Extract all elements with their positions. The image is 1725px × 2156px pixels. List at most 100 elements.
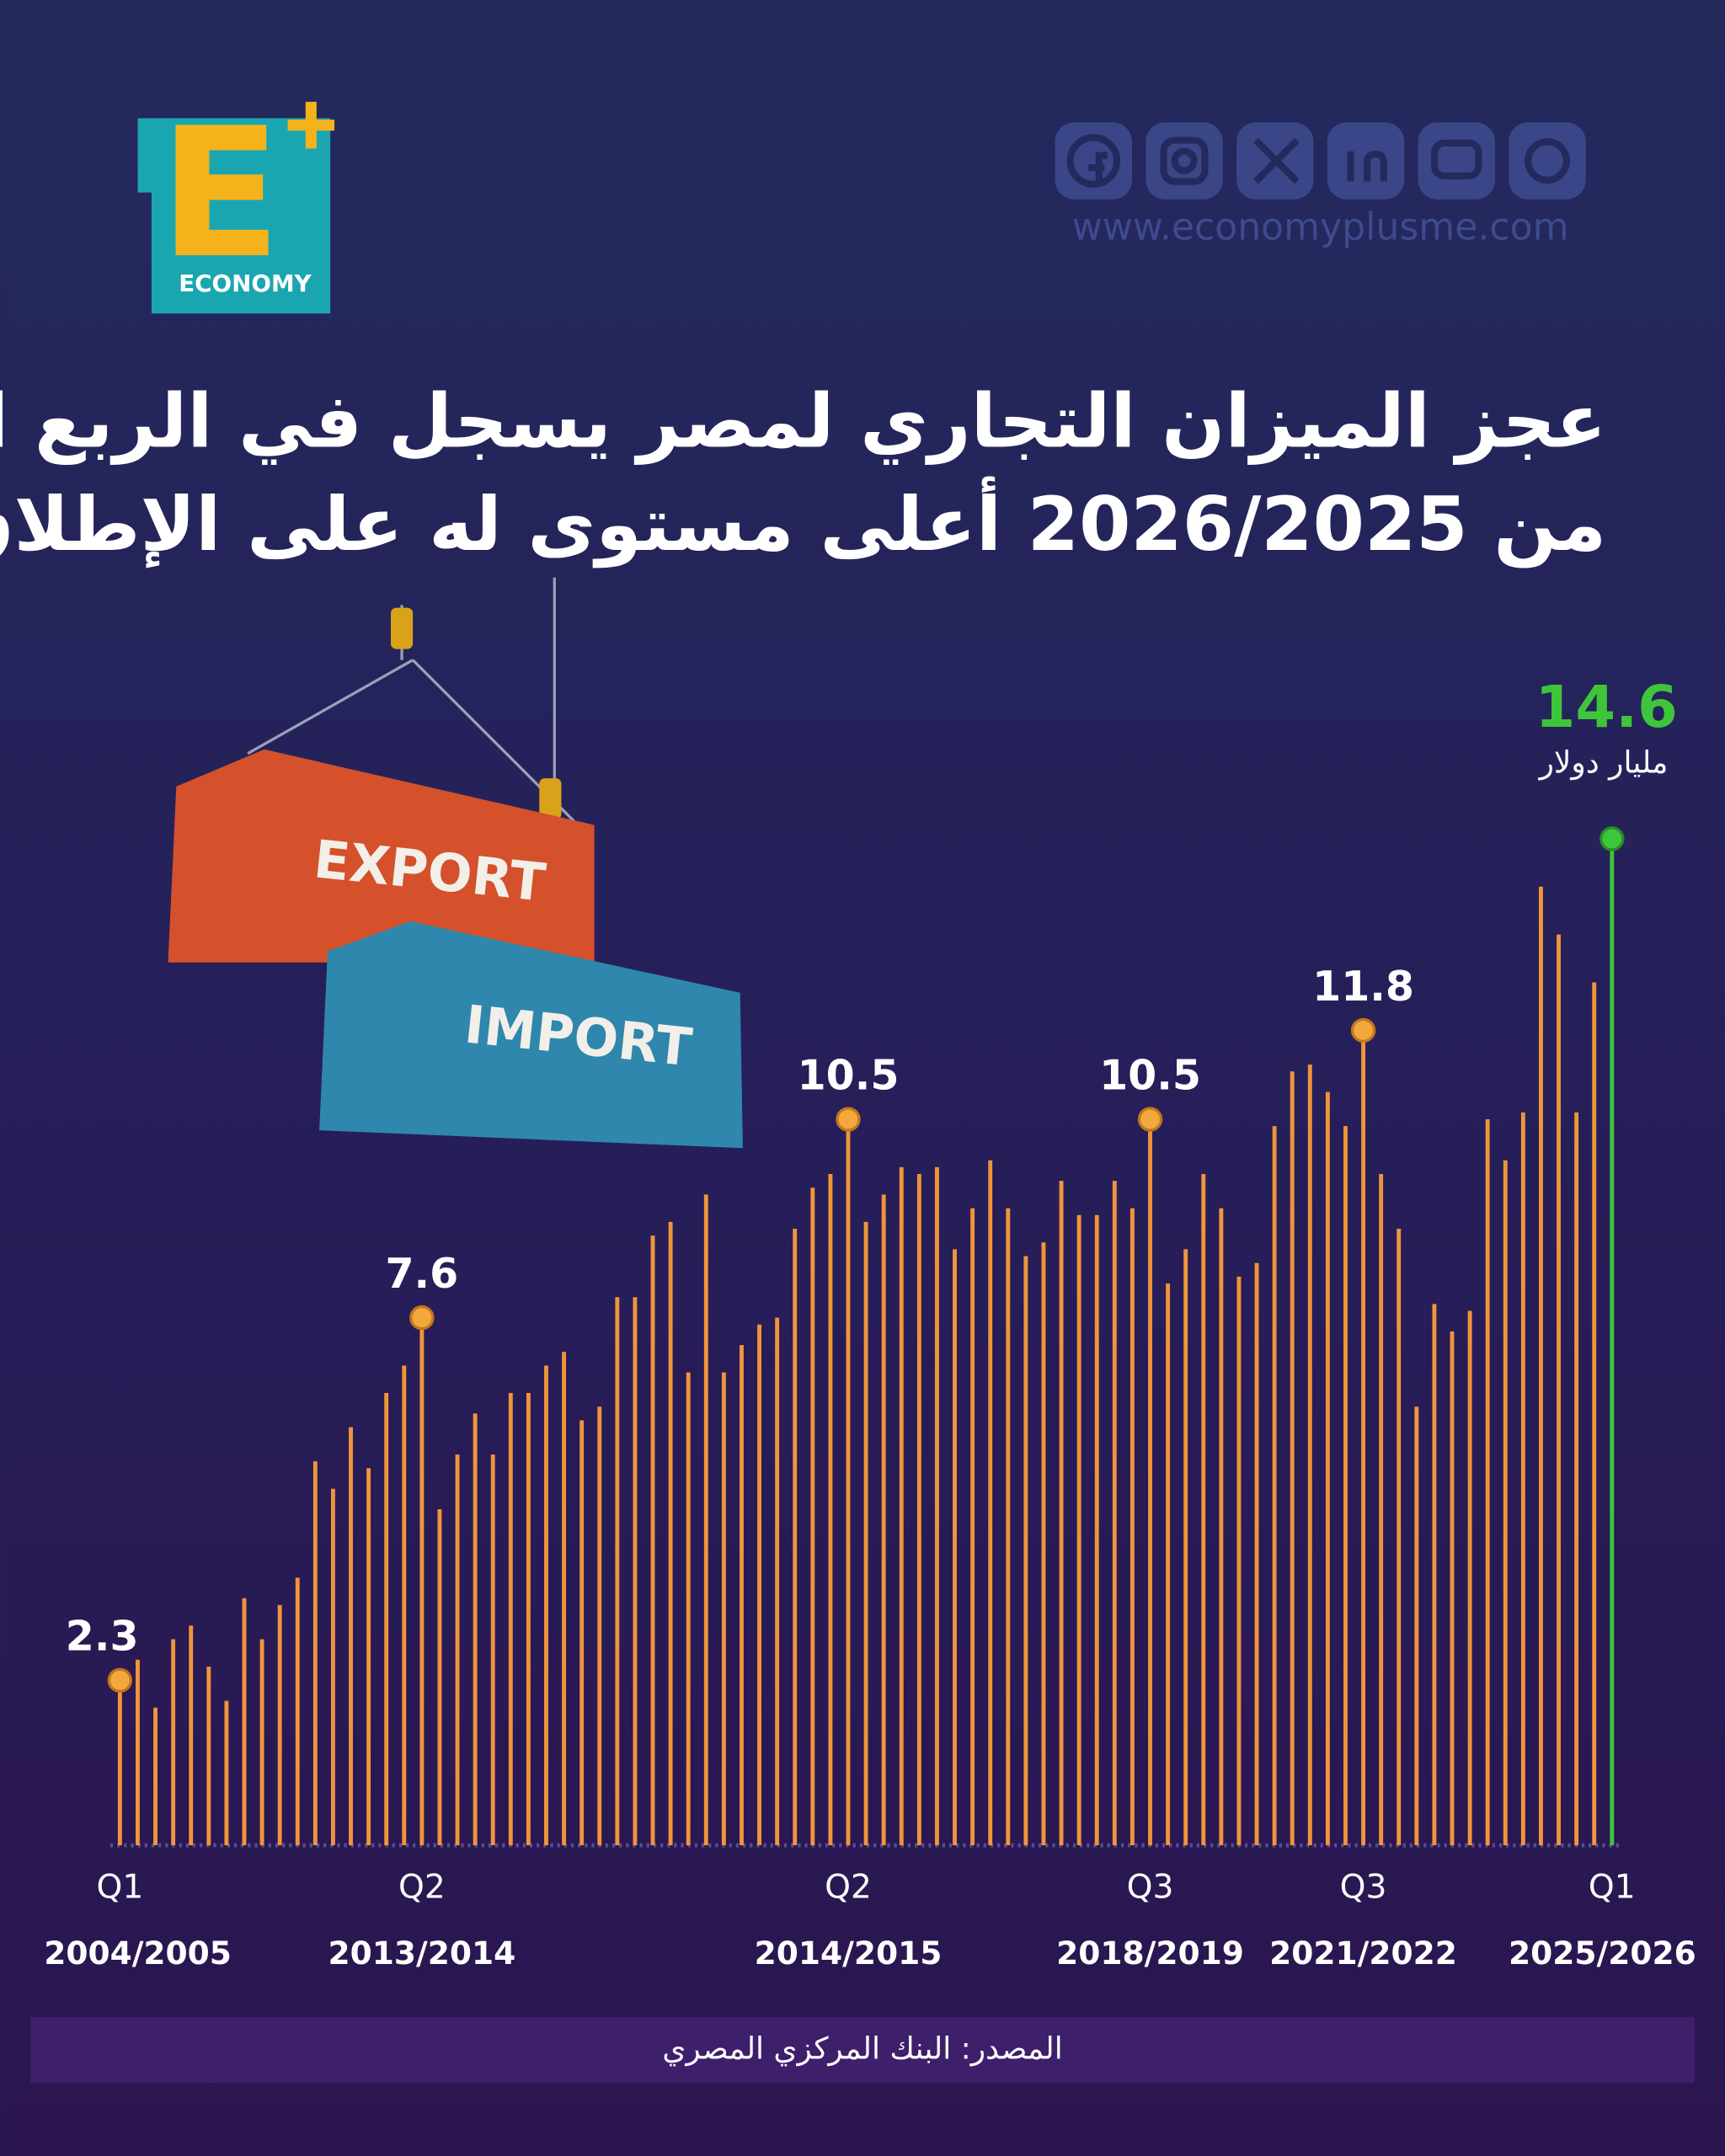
bar bbox=[1219, 1208, 1224, 1846]
bar bbox=[650, 1235, 655, 1846]
bar bbox=[171, 1639, 176, 1846]
x-tick-year: 2018/2019 bbox=[1056, 1935, 1244, 1972]
bar bbox=[455, 1454, 460, 1846]
container-export bbox=[168, 749, 595, 963]
bar bbox=[863, 1221, 868, 1846]
logo-plus bbox=[287, 101, 335, 149]
website: www.economyplusme.com bbox=[1072, 206, 1569, 249]
bar bbox=[828, 1174, 833, 1846]
x-tick-year: 2021/2022 bbox=[1269, 1935, 1457, 1972]
logo-shape bbox=[137, 118, 331, 314]
x-tick-quarter: Q3 bbox=[1127, 1869, 1174, 1907]
source-band bbox=[30, 2017, 1695, 2084]
bar bbox=[1343, 1126, 1348, 1846]
x-tick-quarter: Q2 bbox=[825, 1869, 872, 1907]
bar bbox=[1041, 1242, 1046, 1846]
bar bbox=[1467, 1310, 1472, 1846]
bar bbox=[224, 1700, 229, 1846]
bar bbox=[136, 1659, 140, 1846]
icon-youtube bbox=[1418, 122, 1496, 200]
bar bbox=[846, 1119, 851, 1846]
bar bbox=[473, 1413, 478, 1846]
bar bbox=[775, 1317, 780, 1846]
bar bbox=[1112, 1181, 1117, 1846]
bar bbox=[1610, 838, 1615, 1846]
bar bbox=[402, 1365, 407, 1846]
x-tick-year: 2014/2015 bbox=[755, 1935, 943, 1972]
bar bbox=[1290, 1071, 1295, 1846]
x-tick-quarter: Q1 bbox=[96, 1869, 143, 1907]
bar bbox=[1361, 1030, 1366, 1846]
bar bbox=[1379, 1174, 1384, 1846]
bar bbox=[810, 1187, 815, 1846]
bar bbox=[242, 1598, 247, 1846]
hook bbox=[391, 607, 414, 649]
bar bbox=[312, 1461, 318, 1846]
bar bbox=[934, 1166, 939, 1846]
bar bbox=[1006, 1208, 1011, 1846]
x-tick-year: 2025/2026 bbox=[1509, 1935, 1696, 1972]
data-label: 11.8 bbox=[1312, 963, 1414, 1011]
bar bbox=[1166, 1283, 1171, 1846]
bar bbox=[1520, 1112, 1525, 1846]
x-tick-quarter: Q3 bbox=[1340, 1869, 1387, 1907]
bar bbox=[597, 1406, 602, 1846]
plot: 2.3 Q1 2004/2005 7.6 Q2 2013/2014 10.5 Q2 2014/2… bbox=[44, 674, 1696, 1972]
bar bbox=[1236, 1276, 1242, 1846]
bar bbox=[1485, 1119, 1490, 1846]
x-tick-year: 2004/2005 bbox=[44, 1935, 232, 1972]
bar bbox=[1592, 982, 1597, 1846]
bar bbox=[330, 1488, 335, 1846]
bar bbox=[1557, 934, 1561, 1846]
bar bbox=[1414, 1406, 1419, 1846]
bar bbox=[793, 1228, 798, 1846]
bar bbox=[206, 1666, 211, 1846]
title-line: عجز الميزان التجاري لمصر يسجل في الربع ا… bbox=[0, 376, 1606, 466]
data-label: 14.6 bbox=[1535, 674, 1678, 741]
bar bbox=[153, 1707, 158, 1846]
source: المصدر: البنك المركزي المصري bbox=[662, 2031, 1062, 2066]
bar bbox=[1076, 1214, 1081, 1846]
bar bbox=[1503, 1160, 1508, 1846]
bar bbox=[1325, 1091, 1330, 1846]
bar bbox=[881, 1194, 886, 1846]
logo-letter: E bbox=[159, 90, 281, 298]
bar bbox=[295, 1577, 300, 1846]
bar bbox=[419, 1317, 425, 1846]
title-line: من 2026/2025 أعلى مستوى له على الإطلاق bbox=[0, 476, 1606, 568]
bar bbox=[1432, 1304, 1437, 1846]
bar bbox=[490, 1454, 495, 1846]
bar bbox=[1272, 1126, 1277, 1846]
marker bbox=[836, 1107, 861, 1132]
icon-instagram bbox=[1146, 122, 1223, 200]
bar bbox=[277, 1604, 282, 1846]
bar bbox=[916, 1174, 921, 1846]
bar bbox=[615, 1297, 620, 1846]
bar bbox=[366, 1468, 371, 1846]
bar bbox=[1538, 886, 1543, 1846]
bar bbox=[349, 1427, 353, 1846]
data-label: 10.5 bbox=[798, 1052, 900, 1100]
x-tick-quarter: Q1 bbox=[1589, 1869, 1636, 1907]
bar bbox=[740, 1345, 744, 1846]
data-label: 7.6 bbox=[385, 1250, 458, 1298]
unit-label: مليار دولار bbox=[1538, 746, 1669, 781]
bar bbox=[668, 1221, 673, 1846]
bar bbox=[437, 1509, 442, 1846]
bar bbox=[1307, 1065, 1312, 1846]
containers-illustration: EXPORT IMPORT bbox=[168, 577, 743, 1149]
bar bbox=[721, 1372, 726, 1846]
container-import bbox=[319, 921, 743, 1149]
bar bbox=[117, 1680, 122, 1846]
x-tick-year: 2013/2014 bbox=[328, 1935, 516, 1972]
bar bbox=[562, 1352, 567, 1846]
bar bbox=[526, 1392, 531, 1846]
marker bbox=[409, 1305, 435, 1331]
bar bbox=[1023, 1256, 1028, 1846]
bar bbox=[1148, 1119, 1152, 1846]
bar bbox=[703, 1194, 708, 1846]
x-tick-quarter: Q2 bbox=[398, 1869, 446, 1907]
